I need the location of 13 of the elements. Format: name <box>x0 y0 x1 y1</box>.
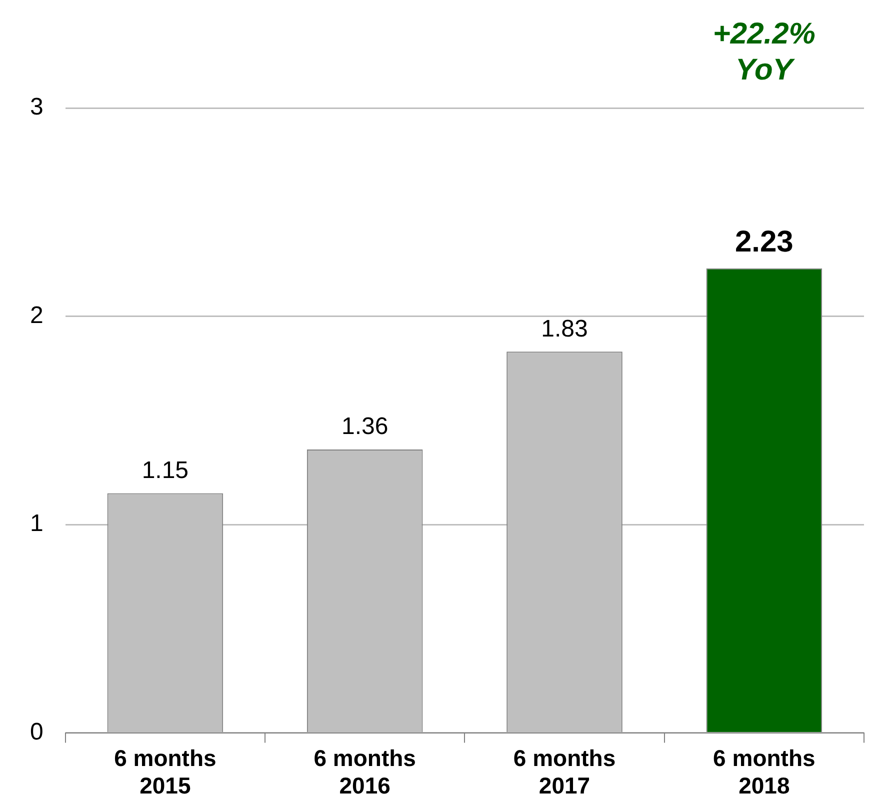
data-label: 1.15 <box>142 456 189 484</box>
y-tick-label: 2 <box>30 302 44 329</box>
x-tick-label: 6 months 2016 <box>314 744 416 799</box>
y-tick-label: 1 <box>30 510 44 538</box>
x-tick-label: 6 months 2015 <box>114 744 216 799</box>
x-tick-label: 6 months 2017 <box>513 744 616 799</box>
x-tick-label: 6 months 2018 <box>713 744 816 799</box>
y-tick-label: 0 <box>30 718 44 746</box>
data-label: 2.23 <box>734 226 794 259</box>
data-label: 1.83 <box>541 315 588 342</box>
y-tick-label: 3 <box>30 94 44 121</box>
data-label: 1.36 <box>341 413 388 440</box>
text: +22.2% YoY <box>712 17 816 86</box>
